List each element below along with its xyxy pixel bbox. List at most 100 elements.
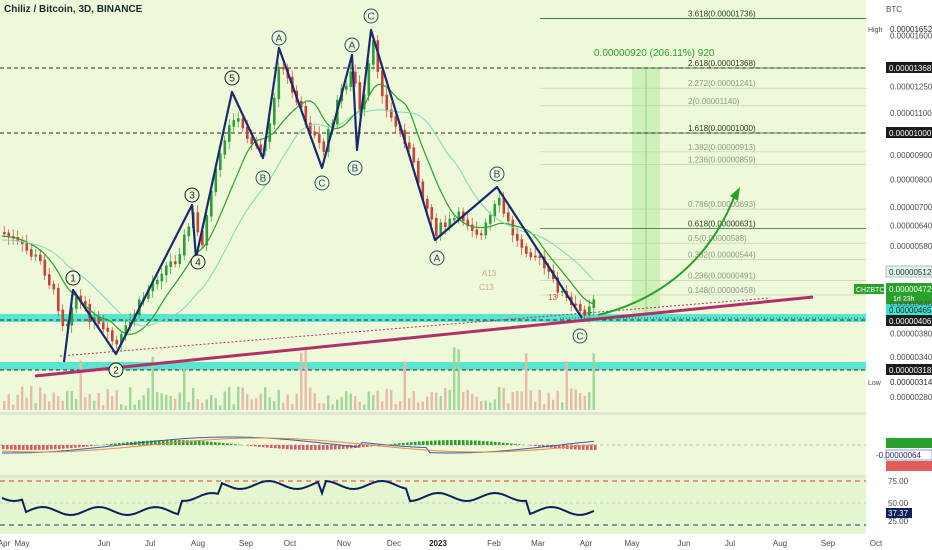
volume-bar xyxy=(588,392,591,410)
macd-histogram-bar xyxy=(366,445,369,447)
volume-bar xyxy=(70,391,73,410)
volume-bar xyxy=(273,401,276,410)
month-tick: Jun xyxy=(98,539,111,548)
candle-body xyxy=(430,207,434,220)
candle-body xyxy=(214,168,218,193)
macd-histogram-bar xyxy=(2,445,5,450)
month-tick: Sep xyxy=(239,539,254,548)
wave-label-circle xyxy=(255,170,271,186)
macd-histogram-bar xyxy=(62,445,65,449)
candle-body xyxy=(268,123,272,142)
volume-bar xyxy=(543,404,546,410)
candle-body xyxy=(79,295,83,303)
wave-label-3: 3 xyxy=(189,191,195,202)
elliott-wave-path[interactable] xyxy=(62,28,583,363)
candle-body xyxy=(390,109,393,118)
macd-histogram-bar xyxy=(498,442,501,445)
candle-body xyxy=(39,254,42,262)
month-tick: May xyxy=(14,539,29,548)
volume-bar xyxy=(250,399,253,410)
volume-bar xyxy=(480,400,483,410)
month-tick: May xyxy=(624,539,639,548)
candle-body xyxy=(147,289,150,299)
volume-bar xyxy=(538,389,541,410)
wave-label-5: 5 xyxy=(229,74,235,85)
volume-bar xyxy=(336,399,339,410)
macd-histogram-bar xyxy=(518,444,521,445)
projection-arrow[interactable] xyxy=(597,194,736,316)
volume-bar xyxy=(174,398,177,410)
trendline-lower[interactable] xyxy=(34,295,814,378)
wave-label-circle xyxy=(224,70,240,86)
volume-bars xyxy=(3,347,595,410)
candle-body xyxy=(507,212,510,222)
volume-bar xyxy=(475,396,478,410)
macd-histogram-bar xyxy=(42,445,45,450)
candle-body xyxy=(106,327,110,332)
volume-bar xyxy=(520,391,523,410)
macd-histogram-bar xyxy=(82,445,85,447)
macd-histogram-bar xyxy=(154,440,157,445)
candle-body xyxy=(187,226,191,237)
volume-bar xyxy=(466,389,469,410)
volume-bar xyxy=(484,400,487,410)
candle-body xyxy=(66,323,69,326)
macd-histogram-bar xyxy=(542,445,545,447)
fib-label: 1.236(0.00000859) xyxy=(688,156,756,165)
price-axis-labels: BTC High 0.00001652 0.00001368 0.0000100… xyxy=(854,5,932,402)
volume-bar xyxy=(327,395,330,410)
candle-body xyxy=(367,63,371,96)
candle-body xyxy=(534,255,537,258)
volume-bar xyxy=(66,390,69,410)
volume-bar xyxy=(156,391,159,410)
macd-histogram-bar xyxy=(338,445,341,450)
volume-bar xyxy=(102,405,105,410)
candle-body xyxy=(489,214,492,224)
candle-body xyxy=(223,140,227,155)
volume-bar xyxy=(232,404,235,410)
macd-histogram-bar xyxy=(6,445,9,450)
target-price-box xyxy=(886,62,932,73)
month-tick: Oct xyxy=(284,539,297,548)
fib-label: 3.618(0.00001736) xyxy=(688,10,756,19)
volume-bar xyxy=(165,394,168,410)
macd-histogram-bar xyxy=(514,443,517,445)
candle-body xyxy=(246,126,249,139)
macd-histogram-bar xyxy=(322,445,325,450)
candle-body xyxy=(205,215,209,246)
volume-bar xyxy=(457,349,460,410)
candle-body xyxy=(498,198,501,206)
macd-histogram-bar xyxy=(122,442,125,445)
macd-histogram-bar xyxy=(442,440,445,445)
macd-histogram-bar xyxy=(202,441,205,445)
price-tick: 0.00000380 xyxy=(890,330,932,339)
candle-body xyxy=(30,249,33,257)
trendline-dotted xyxy=(59,297,771,357)
rsi-level-25: 25.00 xyxy=(888,517,909,526)
macd-histogram-bar xyxy=(142,440,145,445)
level-512-box xyxy=(885,265,932,278)
volume-bar xyxy=(318,403,321,410)
volume-bar xyxy=(453,347,456,410)
price-tick: 0.00000900 xyxy=(890,151,932,160)
macd-histogram-bar xyxy=(114,443,117,445)
volume-bar xyxy=(313,393,316,410)
macd-histogram-bar xyxy=(38,445,41,450)
arrow-head xyxy=(730,187,740,201)
pane-divider xyxy=(0,475,866,478)
macd-value-box xyxy=(885,449,932,461)
price-tick: 0.00000440 xyxy=(890,299,932,308)
volume-bar xyxy=(34,402,37,410)
macd-histogram-bar xyxy=(426,440,429,445)
macd-histogram-bar xyxy=(106,444,109,445)
macd-histogram-bar xyxy=(22,445,25,450)
candle-body xyxy=(151,282,155,292)
wave-label-circle xyxy=(363,8,379,24)
volume-bar xyxy=(561,402,564,410)
volume-bar xyxy=(12,404,15,410)
volume-bar xyxy=(399,401,402,410)
wave-label-1: 1 xyxy=(70,274,76,285)
macd-histogram-bar xyxy=(294,445,297,450)
volume-bar xyxy=(129,387,132,410)
